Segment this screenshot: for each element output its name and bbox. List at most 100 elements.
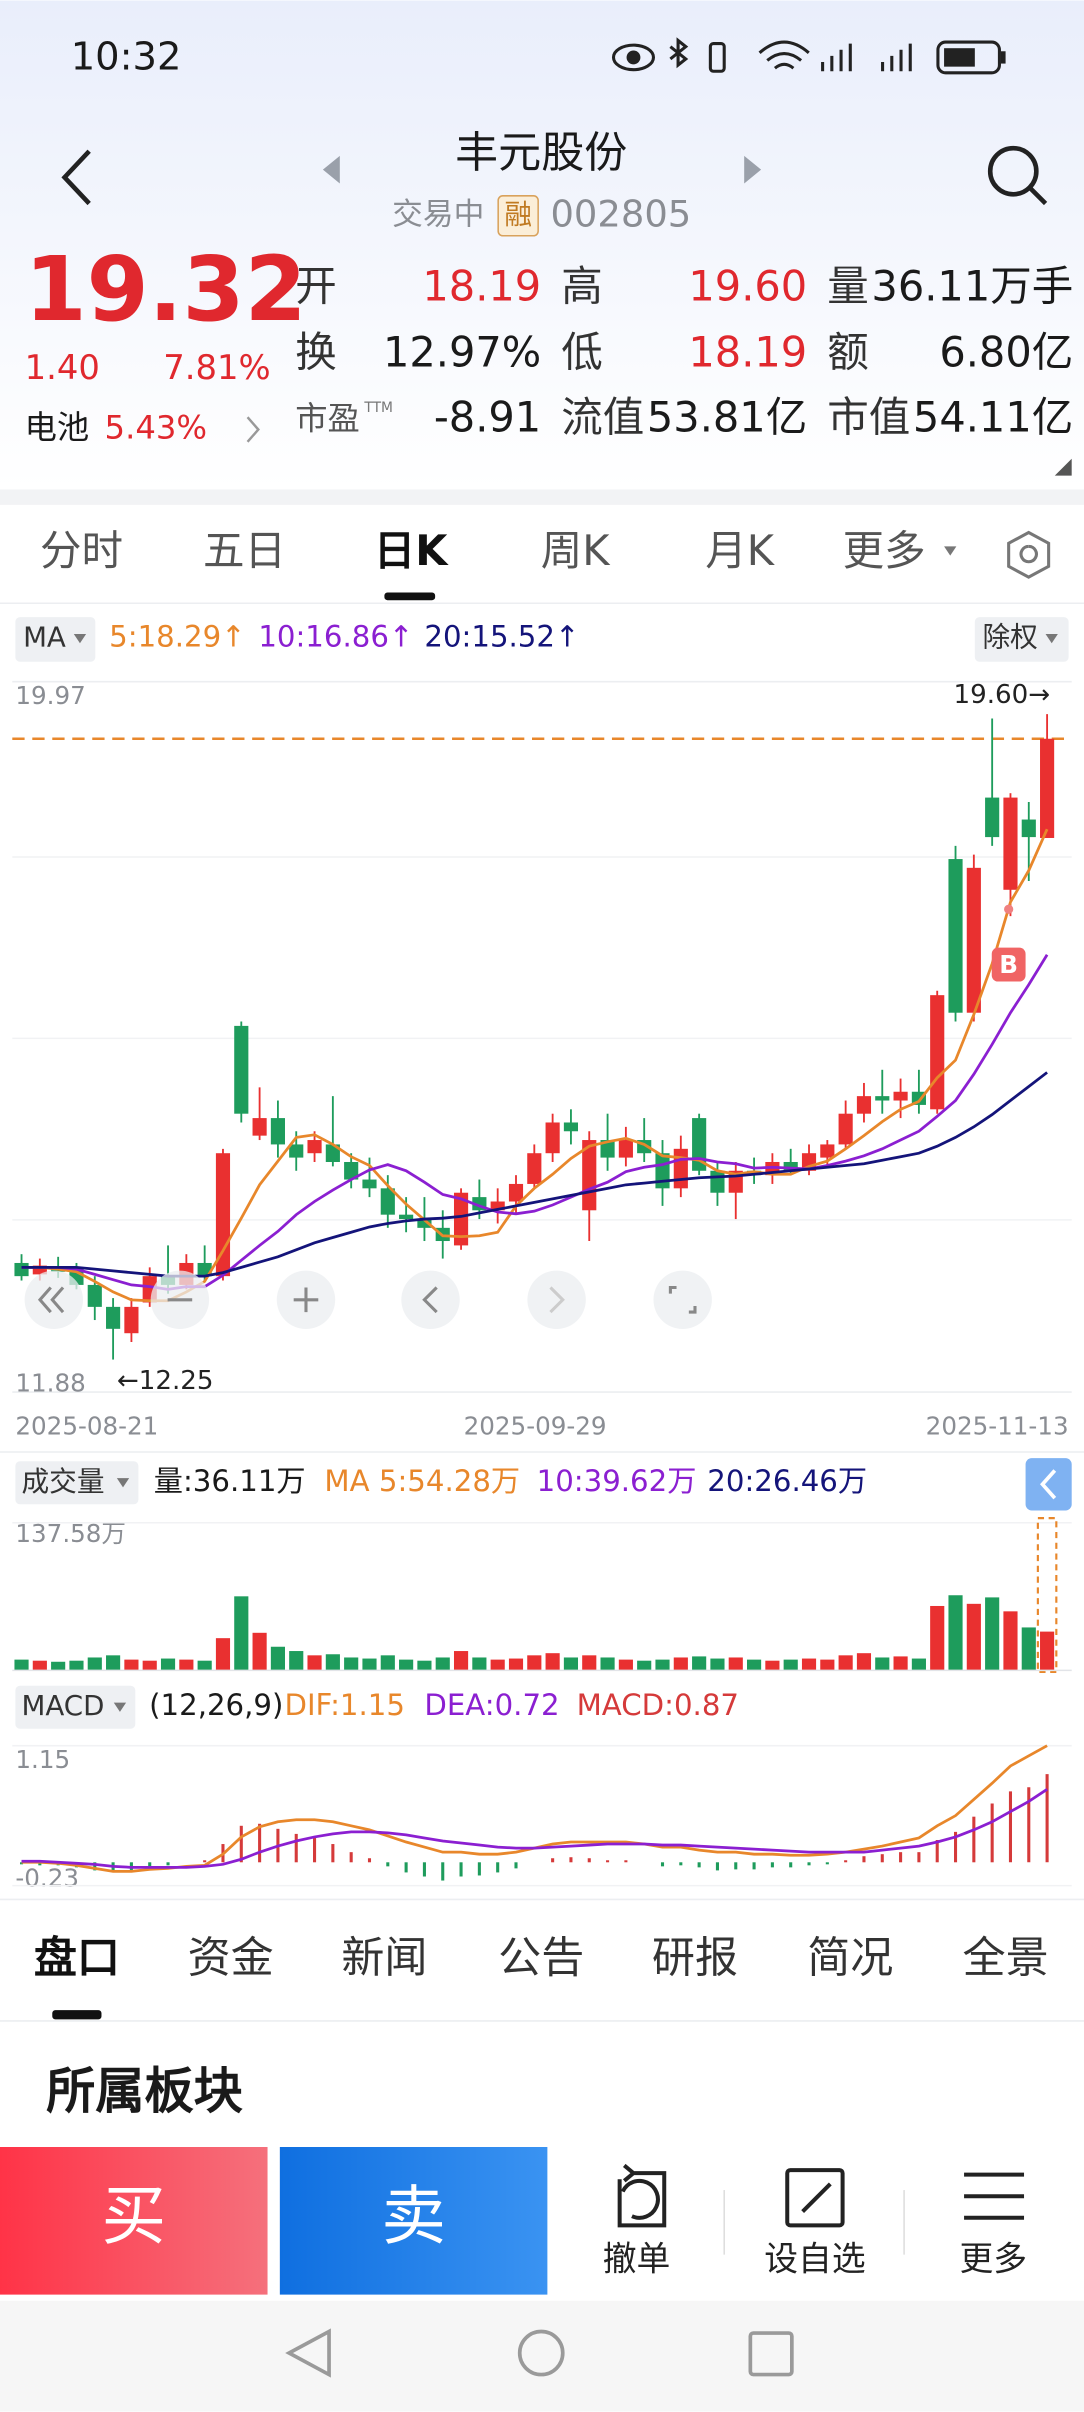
nav-bar bbox=[0, 2300, 1084, 2412]
volume-bar bbox=[673, 1657, 688, 1671]
candle-body bbox=[87, 1284, 102, 1307]
side-arrow bbox=[1040, 1469, 1057, 1500]
tab[interactable]: 月K bbox=[705, 526, 776, 575]
candle-body bbox=[124, 1306, 139, 1334]
candle-body bbox=[545, 1122, 560, 1154]
tool-label[interactable]: 更多 bbox=[959, 2239, 1027, 2278]
volume-bar bbox=[87, 1657, 102, 1671]
field-sup: TTM bbox=[363, 400, 393, 416]
bottom-tab[interactable]: 全景 bbox=[963, 1933, 1049, 1983]
volume-bar bbox=[692, 1656, 707, 1671]
candle-body bbox=[1003, 797, 1018, 890]
tab[interactable]: 更多 bbox=[843, 526, 926, 575]
candle-body bbox=[838, 1113, 853, 1145]
candle-body bbox=[508, 1183, 524, 1202]
tab[interactable]: 周K bbox=[541, 526, 612, 575]
volume-bar bbox=[911, 1658, 926, 1671]
ma20-value: 20:15.52↑ bbox=[424, 620, 579, 654]
b-marker: B bbox=[999, 950, 1018, 979]
tab[interactable]: 日K bbox=[374, 526, 450, 575]
sell-label: 卖 bbox=[381, 2179, 446, 2254]
fullscreen[interactable] bbox=[653, 1270, 712, 1330]
tool-icons bbox=[617, 2163, 1025, 2228]
volume-bar bbox=[710, 1658, 725, 1671]
volume-bar bbox=[307, 1655, 322, 1671]
scroll-right[interactable] bbox=[527, 1270, 586, 1330]
volume-bar bbox=[124, 1659, 139, 1671]
indicator-selector[interactable] bbox=[15, 1685, 136, 1729]
candle-body bbox=[966, 867, 981, 1013]
nav-buttons[interactable] bbox=[285, 2328, 794, 2378]
volume-bar bbox=[142, 1660, 157, 1671]
volume-bar bbox=[344, 1657, 359, 1671]
bottom-tab[interactable]: 新闻 bbox=[341, 1933, 427, 1983]
bottom-tab[interactable]: 研报 bbox=[652, 1933, 738, 1983]
candle-body bbox=[783, 1161, 798, 1171]
volume-bar bbox=[435, 1657, 450, 1671]
side-panel-tab[interactable] bbox=[1025, 1458, 1072, 1511]
volume-bar bbox=[856, 1653, 872, 1671]
expand-corner[interactable] bbox=[1054, 458, 1072, 476]
date-label: 2025-11-13 bbox=[926, 1411, 1069, 1440]
clock: 10:32 bbox=[71, 34, 182, 79]
volume-bar bbox=[948, 1595, 963, 1671]
indicator-selector[interactable] bbox=[15, 1461, 139, 1505]
adjust-selector[interactable] bbox=[974, 617, 1069, 662]
settings-icon[interactable] bbox=[1007, 530, 1051, 579]
tab[interactable]: 分时 bbox=[40, 526, 123, 575]
tab-underline bbox=[52, 2010, 102, 2020]
vol-ma10: 10:39.62万 bbox=[537, 1464, 697, 1498]
field-value: 18.19 bbox=[422, 262, 541, 311]
back-button[interactable] bbox=[61, 149, 91, 206]
tab[interactable]: 五日 bbox=[203, 526, 286, 575]
field-label: 额 bbox=[827, 328, 869, 377]
bottom-tab[interactable]: 资金 bbox=[188, 1933, 274, 1983]
ma5-value: 5:18.29↑ bbox=[109, 620, 246, 654]
scroll-left[interactable] bbox=[401, 1270, 460, 1330]
volume-chart: 137.58万 bbox=[12, 1517, 1072, 1673]
volume-bar bbox=[69, 1660, 84, 1671]
field-value: 19.60 bbox=[688, 262, 807, 311]
prev-stock[interactable] bbox=[322, 155, 340, 184]
candle-body bbox=[399, 1214, 414, 1220]
volume-bar bbox=[32, 1660, 47, 1671]
buy-button[interactable] bbox=[0, 2147, 268, 2295]
volume-bar bbox=[160, 1658, 176, 1671]
signal-dot bbox=[1004, 904, 1014, 914]
status-icons bbox=[611, 37, 1006, 75]
candle-body bbox=[563, 1122, 579, 1132]
candle-body bbox=[856, 1096, 872, 1114]
field-label: 换 bbox=[295, 328, 337, 377]
ma-selector[interactable] bbox=[15, 617, 96, 662]
field-label: 高 bbox=[561, 262, 603, 311]
volume-bar bbox=[399, 1659, 414, 1671]
trade-status: 交易中 bbox=[392, 196, 484, 232]
volume-bar bbox=[325, 1654, 340, 1671]
bottom-tab[interactable]: 简况 bbox=[807, 1933, 893, 1983]
candle-body bbox=[270, 1118, 285, 1145]
change: 1.40 bbox=[25, 348, 100, 387]
tool-label[interactable]: 撤单 bbox=[603, 2239, 671, 2278]
dif-line bbox=[21, 1744, 1048, 1873]
bottom-tab[interactable]: 盘口 bbox=[34, 1933, 120, 1983]
sector-arrow[interactable] bbox=[246, 416, 260, 443]
volume-bar bbox=[472, 1657, 487, 1671]
y-tick-label: 137.58万 bbox=[15, 1519, 126, 1548]
field-label: 开 bbox=[295, 262, 337, 311]
volume-bar bbox=[1040, 1631, 1055, 1671]
sell-button[interactable] bbox=[279, 2147, 548, 2295]
volume-bar bbox=[215, 1638, 231, 1671]
bottom-tab[interactable]: 公告 bbox=[498, 1933, 584, 1983]
field-label: 量 bbox=[827, 262, 869, 311]
field-value: 54.11亿 bbox=[913, 392, 1073, 441]
ma10-line bbox=[21, 954, 1049, 1291]
tool-label[interactable]: 设自选 bbox=[764, 2239, 865, 2278]
candle-body bbox=[490, 1201, 505, 1211]
volume-bar bbox=[820, 1659, 835, 1671]
buy-label: 买 bbox=[101, 2179, 166, 2254]
volume-bar bbox=[252, 1632, 267, 1671]
search-button[interactable] bbox=[987, 145, 1048, 206]
next-stock[interactable] bbox=[744, 155, 762, 184]
